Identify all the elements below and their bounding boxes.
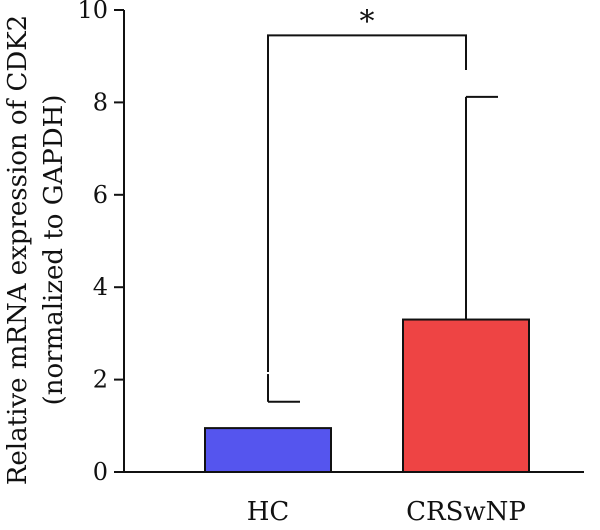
- bar-hc: [204, 427, 332, 473]
- y-axis-title-line2: (normalized to GAPDH): [39, 95, 69, 406]
- y-tick-label-3: 6: [93, 181, 108, 209]
- y-tick-label-4: 8: [93, 88, 108, 116]
- y-tick-label-2: 4: [93, 273, 108, 301]
- significance-bracket: *: [267, 4, 467, 372]
- significance-bracket-line: [267, 34, 467, 372]
- significance-label: *: [360, 4, 375, 39]
- x-axis-tick-labels: HC CRSwNP: [247, 497, 526, 527]
- y-axis-title-line1: Relative mRNA expression of CDK2: [3, 15, 33, 485]
- error-bars: [267, 95, 498, 403]
- bars: [204, 318, 530, 474]
- y-axis-ticks: 0 2 4 6 8 10: [77, 0, 124, 486]
- y-tick-label-5: 10: [77, 0, 108, 24]
- y-axis-title: Relative mRNA expression of CDK2 (normal…: [3, 15, 69, 485]
- x-tick-label-hc: HC: [247, 497, 290, 527]
- x-tick-label-crswnp: CRSwNP: [406, 497, 526, 527]
- y-tick-label-1: 2: [93, 366, 108, 394]
- bar-crswnp: [402, 318, 530, 474]
- y-tick-label-0: 0: [93, 458, 108, 486]
